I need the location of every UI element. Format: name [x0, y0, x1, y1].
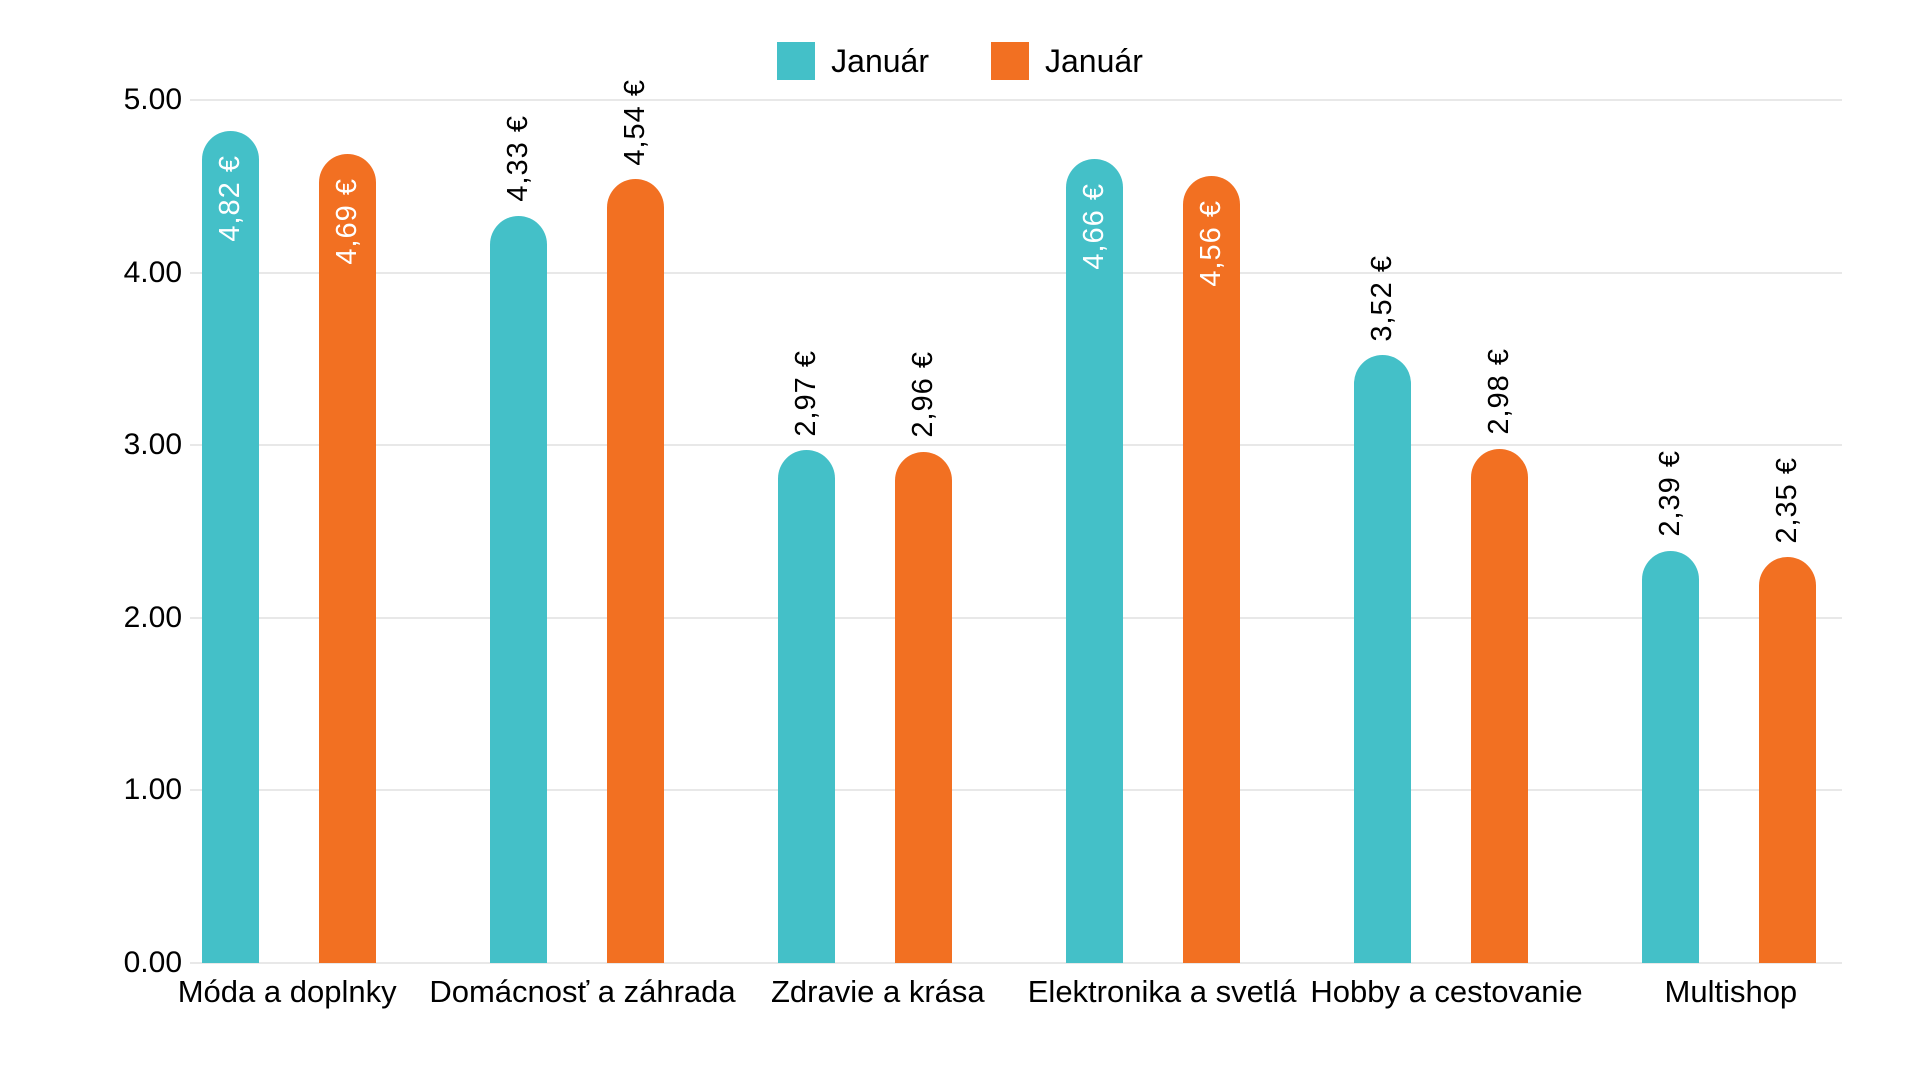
gridline-5.00 — [190, 99, 1842, 101]
legend-swatch-1 — [991, 42, 1029, 80]
bar-value-label: 4,69 € — [319, 178, 376, 265]
bar-value-text: 2,98 € — [1483, 348, 1515, 435]
bar-value-label: 2,96 € — [895, 351, 952, 438]
bar-s1-3[interactable]: 4,56 € — [1183, 175, 1240, 963]
gridline-2.00 — [190, 616, 1842, 619]
y-tick-label-3.00: 3.00 — [123, 428, 182, 462]
bar-value-text: 2,35 € — [1771, 456, 1803, 544]
bar-value-label: 4,66 € — [1066, 183, 1123, 270]
bar-value-label: 4,82 € — [202, 155, 259, 242]
bar-value-text: 2,39 € — [1654, 449, 1686, 537]
bar-group-4: 3,52 € 2,98 € — [1297, 100, 1585, 963]
category-label-0: Móda a doplnky — [177, 974, 397, 1009]
x-axis: Móda a doplnky Domácnosť a záhrada Zdravie… — [145, 974, 1873, 1010]
bar-value-label: 2,39 € — [1642, 450, 1699, 537]
bar-s0-1[interactable]: 4,33 € — [490, 115, 547, 963]
bar-s0-2[interactable]: 2,97 € — [778, 350, 835, 963]
bar-group-2: 2,97 € 2,96 € — [721, 100, 1009, 963]
category-label-4: Hobby a cestovanie — [1310, 974, 1583, 1009]
gridline-3.00 — [190, 444, 1842, 447]
y-tick-label-4.00: 4.00 — [123, 255, 182, 289]
bar-value-label: 2,97 € — [778, 350, 835, 437]
bar-value-text: 2,96 € — [907, 351, 939, 439]
bar-s0-5[interactable]: 2,39 € — [1642, 450, 1699, 963]
category-label-3: Elektronika a svetlá — [1027, 974, 1297, 1009]
bar-s1-1[interactable]: 4,54 € — [607, 79, 664, 963]
bar-s1-2[interactable]: 2,96 € — [895, 351, 952, 963]
legend-label-1: Január — [1045, 43, 1143, 79]
bar-group-3: 4,66 € 4,56 € — [1009, 100, 1297, 963]
bar-value-label: 4,54 € — [607, 79, 664, 166]
bar-value-label: 4,33 € — [490, 115, 547, 202]
y-tick-label-0.00: 0.00 — [123, 946, 182, 979]
bar-group-5: 2,39 € 2,35 € — [1585, 100, 1873, 963]
y-tick-label-1.00: 1.00 — [123, 773, 182, 807]
bar-value-text: 4,54 € — [619, 78, 651, 166]
gridline-0.00 — [190, 962, 1842, 964]
bar-value-text: 4,82 € — [214, 155, 246, 242]
category-label-1: Domácnosť a záhrada — [429, 974, 736, 1009]
gridline-4.00 — [190, 271, 1842, 274]
legend-swatch-0 — [777, 42, 816, 80]
legend-item-0[interactable]: Január — [777, 42, 929, 80]
bar-s0-3[interactable]: 4,66 € — [1066, 158, 1123, 963]
bar-value-label: 4,56 € — [1183, 200, 1240, 287]
bar-value-text: 3,52 € — [1366, 254, 1398, 342]
bar-value-text: 2,97 € — [790, 349, 822, 437]
bar-value-text: 4,33 € — [502, 115, 534, 202]
y-tick-label-2.00: 2.00 — [123, 600, 182, 634]
chart-legend: Január Január — [0, 42, 1920, 80]
category-label-2: Zdravie a krása — [770, 974, 985, 1009]
bar-value-label: 2,35 € — [1759, 457, 1816, 544]
legend-label-0: Január — [831, 43, 929, 79]
bar-s0-0[interactable]: 4,82 € — [202, 131, 259, 963]
bar-s1-0[interactable]: 4,69 € — [319, 153, 376, 963]
y-tick-label-5.00: 5.00 — [123, 83, 182, 116]
plot-area: 4,82 € 4,69 € 4,33 € 4,54 € 2,97 € 2,96 € 4,66… — [145, 79, 1873, 963]
category-label-5: Multishop — [1664, 974, 1798, 1009]
bar-s0-4[interactable]: 3,52 € — [1354, 255, 1411, 963]
bar-value-label: 2,98 € — [1471, 348, 1528, 435]
legend-item-1[interactable]: Január — [991, 42, 1143, 80]
bar-value-text: 4,69 € — [331, 177, 363, 265]
bar-value-text: 4,56 € — [1195, 199, 1227, 287]
bar-value-text: 4,66 € — [1078, 182, 1110, 270]
bar-s1-5[interactable]: 2,35 € — [1759, 457, 1816, 963]
bar-group-0: 4,82 € 4,69 € — [145, 100, 433, 963]
bar-value-label: 3,52 € — [1354, 255, 1411, 342]
gridline-1.00 — [190, 789, 1842, 792]
bar-group-1: 4,33 € 4,54 € — [433, 79, 721, 963]
bar-s1-4[interactable]: 2,98 € — [1471, 348, 1528, 963]
